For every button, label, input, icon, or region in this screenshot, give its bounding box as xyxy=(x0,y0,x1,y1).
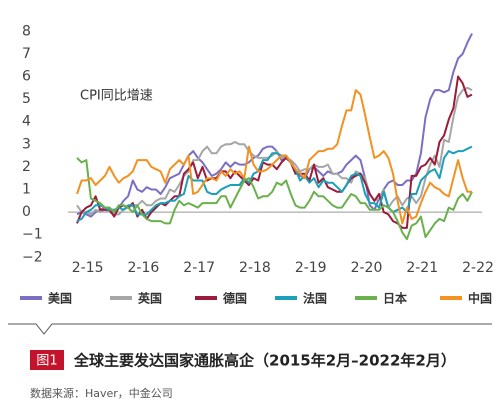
series-line xyxy=(76,89,472,225)
y-tick-label: −1 xyxy=(22,227,43,243)
y-tick-label: 4 xyxy=(22,114,31,130)
figure-label: 图1 xyxy=(36,354,57,369)
x-tick-label: 2-20 xyxy=(351,260,383,276)
y-tick-label: 6 xyxy=(22,69,31,85)
x-tick-label: 2-18 xyxy=(239,260,271,276)
y-tick-label: 5 xyxy=(22,91,31,107)
legend-label: 英国 xyxy=(138,291,162,306)
series-line xyxy=(76,86,473,216)
annotation: CPI同比增速 xyxy=(80,89,153,104)
series-line xyxy=(76,33,473,218)
y-tick-label: 7 xyxy=(22,46,31,62)
series-line xyxy=(76,145,473,223)
figure-title: 全球主要发达国家通胀高企（2015年2月–2022年2月） xyxy=(73,352,456,370)
y-tick-label: 2 xyxy=(22,159,31,175)
x-tick-label: 2-15 xyxy=(72,260,104,276)
x-tick-label: 2-19 xyxy=(295,260,327,276)
legend-label: 美国 xyxy=(48,291,72,306)
y-tick-label: 8 xyxy=(22,23,31,39)
x-tick-label: 2-17 xyxy=(183,260,215,276)
x-tick-label: 2-22 xyxy=(462,260,494,276)
legend-label: 法国 xyxy=(303,291,327,306)
y-tick-label: 0 xyxy=(22,204,31,220)
x-tick-label: 2-21 xyxy=(406,260,438,276)
y-tick-label: −2 xyxy=(22,249,43,265)
y-tick-label: 3 xyxy=(22,136,31,152)
source: 数据来源：Haver，中金公司 xyxy=(30,386,173,400)
legend-label: 德国 xyxy=(223,291,247,306)
series-line xyxy=(76,75,473,229)
y-tick-label: 1 xyxy=(22,182,31,198)
legend-label: 日本 xyxy=(383,291,407,306)
series-line xyxy=(76,157,473,241)
legend-label: 中国 xyxy=(468,291,492,306)
x-tick-label: 2-16 xyxy=(128,260,160,276)
figure-label-box xyxy=(30,350,64,370)
divider xyxy=(8,323,492,335)
